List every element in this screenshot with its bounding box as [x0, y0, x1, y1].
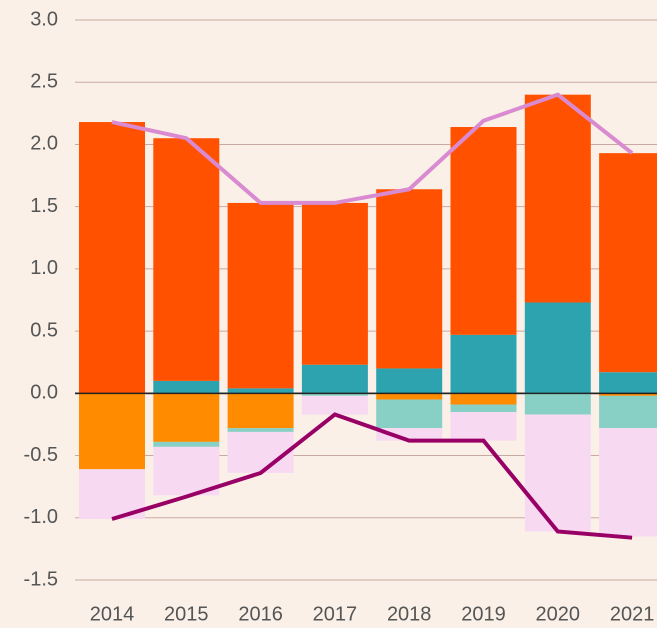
bar	[301, 393, 368, 396]
bar	[599, 395, 657, 429]
bar	[376, 189, 443, 369]
bar	[227, 428, 294, 432]
bar	[153, 138, 220, 381]
bar	[227, 202, 294, 389]
bar	[450, 127, 517, 335]
y-tick-label: 1.0	[30, 257, 58, 279]
bar	[524, 414, 591, 532]
bar	[79, 122, 145, 394]
bar	[450, 404, 517, 412]
bar	[376, 368, 443, 394]
bar	[227, 431, 294, 473]
bar	[301, 202, 368, 365]
x-tick-label: 2018	[387, 603, 432, 625]
bar	[376, 393, 443, 400]
bar	[450, 334, 517, 394]
y-tick-label: 2.0	[30, 133, 58, 155]
line	[111, 92, 634, 205]
bar	[524, 302, 591, 394]
x-tick-label: 2015	[164, 603, 209, 625]
bar	[599, 428, 657, 537]
x-tick-label: 2020	[536, 603, 581, 625]
bar	[599, 393, 657, 396]
bar	[524, 94, 591, 303]
x-tick-label: 2014	[90, 603, 135, 625]
bar	[153, 446, 220, 496]
bar	[450, 393, 517, 405]
bar	[376, 428, 443, 441]
y-tick-label: 3.0	[30, 8, 58, 30]
y-tick-label: 2.5	[30, 71, 58, 93]
bar	[301, 395, 368, 415]
line	[111, 412, 633, 540]
y-tick-label: 1.5	[30, 195, 58, 217]
bar	[599, 372, 657, 394]
bar	[227, 388, 294, 394]
x-tick-label: 2016	[238, 603, 283, 625]
bar	[153, 393, 220, 442]
y-tick-label: -1.5	[24, 568, 58, 590]
bar	[153, 380, 220, 394]
bar	[524, 393, 591, 415]
bar	[79, 393, 145, 470]
bar	[450, 412, 517, 441]
y-tick-label: 0.0	[30, 382, 58, 404]
bar	[599, 153, 657, 373]
y-tick-label: 0.5	[30, 319, 58, 341]
x-tick-label: 2017	[313, 603, 358, 625]
x-tick-label: 2021	[610, 603, 655, 625]
y-tick-label: -0.5	[24, 444, 58, 466]
bar	[153, 441, 220, 447]
x-tick-label: 2019	[461, 603, 506, 625]
y-tick-label: -1.0	[24, 506, 58, 528]
bar	[227, 393, 294, 429]
bar	[376, 399, 443, 429]
bar	[301, 364, 368, 394]
